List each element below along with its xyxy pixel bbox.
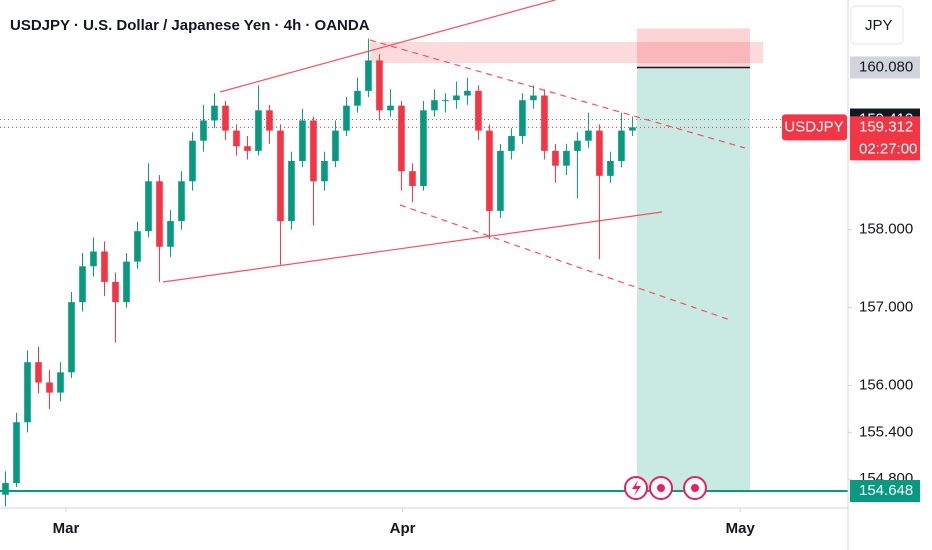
currency-button[interactable] bbox=[850, 5, 904, 45]
x-tick-label: Apr bbox=[390, 520, 416, 537]
candle-body bbox=[486, 130, 493, 211]
event-icons[interactable] bbox=[624, 476, 707, 500]
candle-body bbox=[618, 130, 625, 162]
candle-body bbox=[101, 251, 108, 282]
candle-body bbox=[508, 136, 515, 151]
candle-body bbox=[464, 90, 471, 96]
candle-body bbox=[57, 372, 64, 393]
symbol-tag-bg bbox=[782, 114, 847, 141]
candle-body bbox=[442, 100, 449, 102]
candle-body bbox=[574, 140, 581, 151]
candle-body bbox=[310, 120, 317, 182]
candle-body bbox=[585, 130, 592, 141]
last-price-label: 159.312 bbox=[859, 118, 913, 135]
candle-body bbox=[343, 105, 350, 131]
candle-body bbox=[112, 281, 119, 303]
trend-line bbox=[162, 211, 663, 283]
candle-body bbox=[398, 105, 405, 172]
entry-label-bg bbox=[850, 56, 920, 79]
candle-body bbox=[178, 181, 185, 222]
candle-body bbox=[211, 105, 218, 121]
candle-body bbox=[365, 60, 372, 91]
chart-title: USDJPY · U.S. Dollar / Japanese Yen · 4h… bbox=[10, 17, 370, 34]
y-tick-label: 156.000 bbox=[859, 377, 913, 394]
candle-body bbox=[266, 110, 273, 131]
candle-body bbox=[431, 100, 438, 111]
candle-body bbox=[420, 110, 427, 186]
dot bbox=[657, 484, 665, 492]
x-tick-label: Mar bbox=[53, 520, 80, 537]
target-label: 154.648 bbox=[859, 482, 913, 499]
symbol-tag: USDJPY bbox=[784, 118, 843, 135]
target-label-bg bbox=[850, 480, 920, 503]
candle-body bbox=[90, 251, 97, 267]
last-price-label-bg bbox=[850, 116, 920, 161]
candle-body bbox=[167, 221, 174, 247]
entry-label: 160.080 bbox=[859, 58, 913, 75]
candle-body bbox=[629, 127, 636, 131]
candle-body bbox=[156, 181, 163, 247]
supply-zone bbox=[370, 42, 763, 63]
candle-body bbox=[530, 95, 537, 101]
time-axis-bg bbox=[0, 508, 848, 550]
y-tick-label: 155.400 bbox=[859, 423, 913, 440]
x-tick-label: May bbox=[726, 520, 756, 537]
candle-body bbox=[299, 120, 306, 162]
title-bg bbox=[4, 12, 374, 38]
candle-body bbox=[35, 362, 42, 383]
candle-body bbox=[233, 130, 240, 147]
candle-body bbox=[354, 90, 361, 106]
currency: JPY bbox=[865, 17, 893, 34]
candle-body bbox=[497, 150, 504, 211]
candle-body bbox=[46, 382, 53, 393]
candle-body bbox=[288, 161, 295, 222]
candle-body bbox=[563, 150, 570, 166]
candle-body bbox=[189, 140, 196, 182]
y-tick-label: 157.000 bbox=[859, 299, 913, 316]
target-zone bbox=[637, 67, 750, 492]
y-tick-label: 158.000 bbox=[859, 221, 913, 238]
candle-body bbox=[332, 130, 339, 162]
candle-body bbox=[387, 105, 394, 111]
candle-body bbox=[79, 266, 86, 303]
candle-body bbox=[596, 130, 603, 176]
candle-body bbox=[541, 95, 548, 151]
candle-body bbox=[277, 130, 284, 222]
trend-line bbox=[219, 0, 556, 93]
dot bbox=[691, 484, 699, 492]
candle-body bbox=[222, 105, 229, 131]
candle-body bbox=[519, 100, 526, 137]
candle-body bbox=[134, 231, 141, 262]
lightning bbox=[632, 480, 641, 496]
candle-body bbox=[376, 60, 383, 111]
drawings bbox=[162, 0, 746, 321]
candle-body bbox=[453, 95, 460, 101]
price-axis-bg bbox=[848, 0, 932, 550]
candle-body bbox=[244, 146, 251, 151]
candle-body bbox=[24, 362, 31, 423]
candle-body bbox=[607, 161, 614, 176]
candle-body bbox=[409, 171, 416, 186]
candle-body bbox=[321, 161, 328, 182]
candle-body bbox=[255, 110, 262, 151]
countdown: 02:27:00 bbox=[859, 140, 917, 157]
candle-body bbox=[13, 422, 20, 484]
candle-body bbox=[68, 302, 75, 373]
stop-zone bbox=[637, 28, 750, 68]
trend-line bbox=[399, 204, 731, 321]
candle-body bbox=[200, 120, 207, 141]
candle-body bbox=[123, 261, 130, 303]
candle-body bbox=[475, 90, 482, 131]
candle-body bbox=[145, 181, 152, 232]
candle-body bbox=[2, 483, 9, 495]
candle-body bbox=[552, 150, 559, 166]
